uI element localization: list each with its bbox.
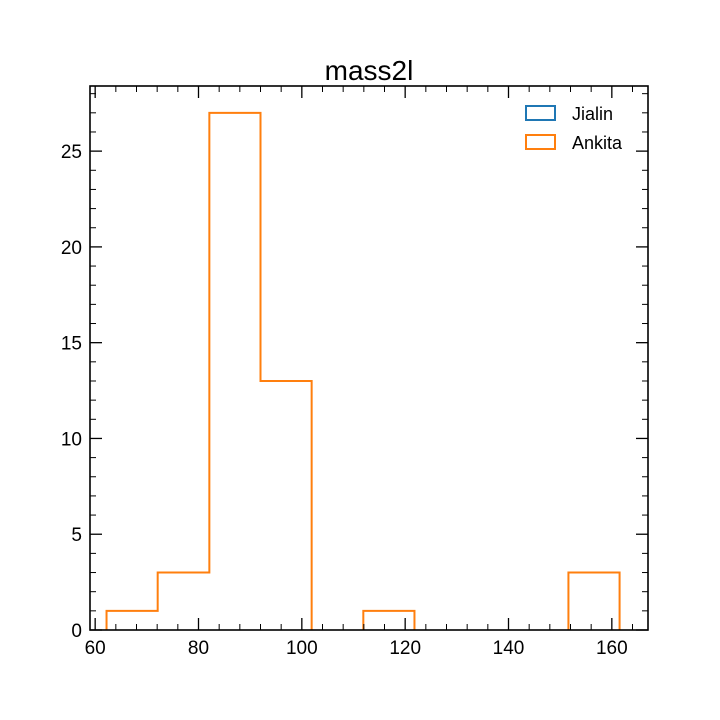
x-tick-label: 80 (188, 638, 209, 659)
legend: Jialin Ankita (525, 104, 623, 153)
y-tick-label: 0 (71, 621, 82, 642)
y-tick-label: 15 (61, 334, 82, 355)
y-tick-label: 20 (61, 238, 82, 259)
chart-title: mass2l (325, 55, 414, 86)
series-ankita (105, 111, 621, 630)
histogram-step-ankita (362, 609, 416, 630)
x-tick-label: 140 (493, 638, 525, 659)
y-tick-label: 25 (61, 142, 82, 163)
plot-frame (89, 85, 649, 631)
histogram-step-ankita (567, 571, 621, 630)
axis-ticks-group: 60 80 100 120 140 160 0 5 10 15 20 25 (61, 86, 648, 659)
x-tick-label: 160 (596, 638, 628, 659)
legend-label-jialin: Jialin (572, 104, 613, 124)
y-tick-label: 5 (71, 525, 82, 546)
histogram-series-group (105, 111, 621, 630)
x-tick-label: 100 (286, 638, 318, 659)
legend-label-ankita: Ankita (572, 133, 623, 153)
x-tick-label: 60 (85, 638, 106, 659)
legend-swatch-ankita (525, 134, 556, 150)
y-tick-label: 10 (61, 429, 82, 450)
x-tick-label: 120 (389, 638, 421, 659)
legend-swatch-jialin (525, 105, 556, 121)
histogram-step-ankita (105, 111, 313, 630)
